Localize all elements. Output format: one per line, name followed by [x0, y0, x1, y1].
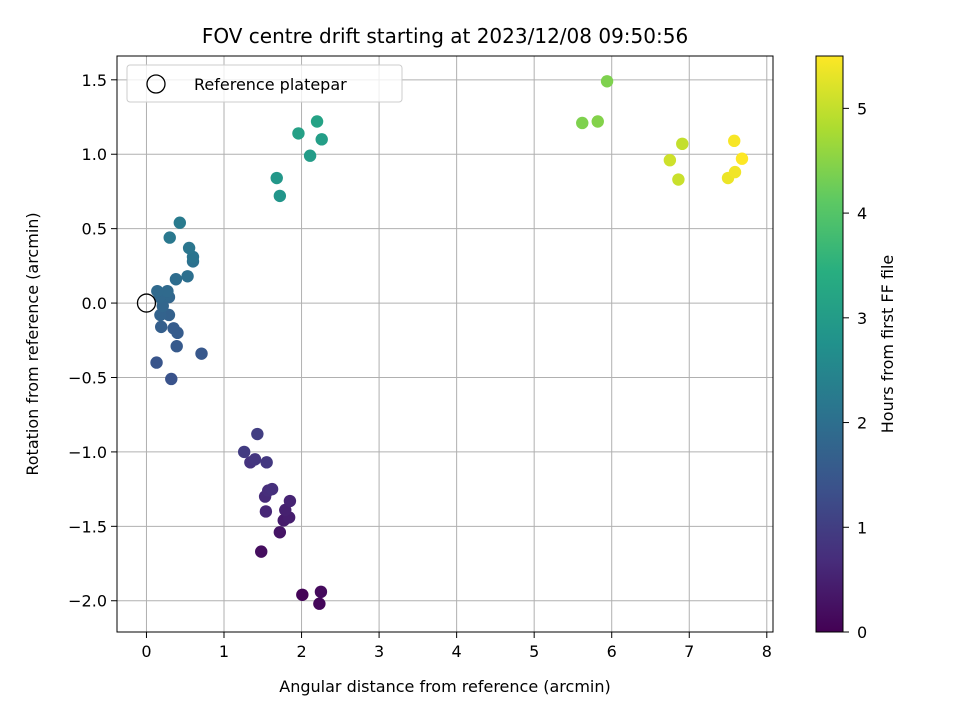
- colorbar-tick-label: 2: [857, 414, 867, 433]
- x-tick-label: 4: [452, 642, 462, 661]
- data-point: [292, 127, 305, 140]
- data-point: [237, 445, 251, 459]
- y-tick-label: 0.0: [82, 294, 107, 313]
- data-point: [296, 588, 309, 601]
- data-point: [260, 456, 273, 469]
- data-point: [310, 115, 324, 128]
- legend-entry-label: Reference platepar: [194, 75, 347, 94]
- data-point: [600, 75, 614, 88]
- colorbar-frame: [815, 55, 844, 633]
- colorbar-label: Hours from first FF file: [878, 255, 897, 434]
- x-tick-label: 2: [296, 642, 306, 661]
- data-point: [251, 427, 264, 441]
- data-point: [273, 189, 287, 203]
- data-point: [154, 320, 168, 334]
- data-point: [313, 597, 326, 610]
- data-point: [663, 153, 677, 167]
- data-point: [735, 152, 749, 165]
- colorbar-tick-label: 4: [857, 204, 867, 223]
- data-point: [169, 273, 183, 286]
- data-point: [259, 505, 273, 518]
- data-points: [150, 75, 749, 610]
- x-axis-label: Angular distance from reference (arcmin): [279, 677, 610, 696]
- chart-title: FOV centre drift starting at 2023/12/08 …: [202, 24, 688, 48]
- x-tick-label: 6: [607, 642, 617, 661]
- data-point: [265, 482, 279, 496]
- x-axis-ticks: 0 1 2 3 4 5 6 7 8: [141, 632, 772, 661]
- x-tick-label: 8: [762, 642, 772, 661]
- y-axis-ticks: −2.0 −1.5 −1.0 −0.5 0.0 0.5 1.0 1.5: [68, 71, 117, 611]
- data-point: [173, 216, 187, 229]
- y-axis-label: Rotation from reference (arcmin): [23, 212, 42, 475]
- data-point: [151, 284, 164, 298]
- data-point: [167, 322, 180, 335]
- plot-frame: [116, 55, 774, 633]
- y-tick-label: 1.5: [82, 71, 107, 90]
- x-tick-label: 1: [219, 642, 229, 661]
- data-point: [182, 241, 196, 255]
- x-tick-label: 0: [141, 642, 151, 661]
- data-point: [672, 173, 685, 186]
- y-tick-label: 1.0: [82, 145, 107, 164]
- legend-marker-open-circle: [146, 74, 166, 94]
- y-tick-label: 0.5: [82, 220, 107, 239]
- data-point: [165, 372, 178, 386]
- colorbar-ticks: 0 1 2 3 4 5: [843, 99, 867, 642]
- data-point: [150, 356, 163, 369]
- data-point: [314, 585, 328, 599]
- data-point: [270, 171, 283, 185]
- data-point: [181, 270, 194, 283]
- data-point: [161, 284, 174, 298]
- data-point: [576, 116, 589, 130]
- y-tick-label: −1.5: [68, 517, 107, 536]
- data-point: [676, 137, 689, 151]
- reference-point-marker: [136, 293, 157, 313]
- x-tick-label: 5: [529, 642, 539, 661]
- y-tick-label: −1.0: [68, 443, 107, 462]
- data-point: [728, 165, 742, 179]
- data-point: [591, 115, 604, 128]
- colorbar-tick-label: 5: [857, 99, 867, 118]
- data-point: [315, 133, 328, 146]
- data-point: [195, 347, 208, 360]
- data-point: [170, 340, 183, 353]
- legend: Reference platepar: [126, 64, 403, 103]
- data-point: [255, 545, 268, 558]
- legend-box: [126, 64, 403, 103]
- data-point: [283, 494, 297, 508]
- colorbar-tick-label: 3: [857, 309, 867, 328]
- colorbar-tick-label: 1: [857, 518, 867, 537]
- colorbar: [816, 56, 843, 632]
- x-tick-label: 7: [684, 642, 694, 661]
- data-point: [248, 453, 262, 466]
- data-point: [273, 526, 287, 539]
- data-point: [163, 231, 176, 244]
- y-tick-label: −0.5: [68, 368, 107, 387]
- data-point: [303, 149, 317, 162]
- y-tick-label: −2.0: [68, 592, 107, 611]
- colorbar-tick-label: 0: [857, 623, 867, 642]
- grid-lines: [117, 56, 773, 632]
- data-point: [162, 308, 176, 322]
- data-point: [728, 134, 741, 148]
- x-tick-label: 3: [374, 642, 384, 661]
